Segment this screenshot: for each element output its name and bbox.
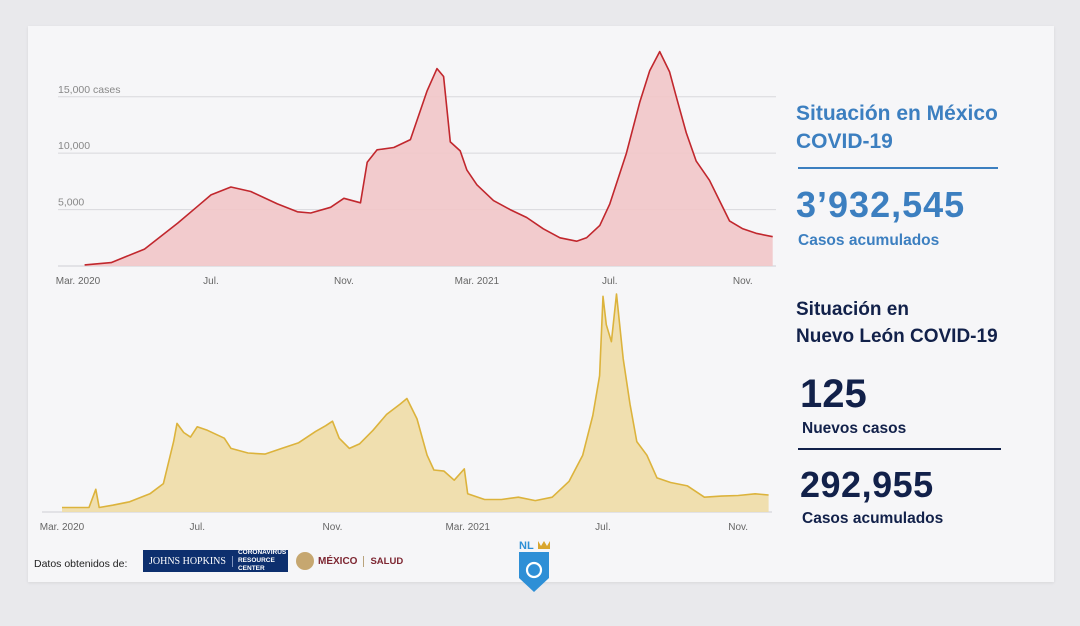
x-tick-label: Jul. (189, 522, 205, 533)
gob-mexico-name: MÉXICO (318, 555, 365, 567)
series-area-1 (62, 294, 769, 512)
y-tick-label: 10,000 (58, 140, 90, 152)
salud-name: SALUD (370, 555, 404, 567)
y-tick-label: 5,000 (58, 197, 84, 209)
mexico-title-line1: Situación en México (796, 102, 998, 125)
nuevo-leon-title-line1: Situación en (796, 299, 909, 320)
nuevo-leon-new-cases: 125 (800, 372, 867, 416)
mexico-section-title: Situación en México COVID-19 (796, 100, 998, 156)
crown-icon (538, 541, 550, 549)
nl-logo-text: NL (519, 540, 534, 552)
mexico-total-cases: 3’932,545 (796, 184, 966, 225)
x-tick-label: Nov. (334, 276, 354, 287)
nuevo-leon-total-label: Casos acumulados (802, 510, 944, 527)
y-tick-label: 15,000 cases (58, 84, 120, 96)
x-tick-label: Nov. (323, 522, 343, 533)
x-tick-label: Nov. (728, 522, 748, 533)
dashboard-card: 5,000 10,000 15,000 cases Mar. 2020 Jul. Nov.… (28, 26, 1054, 592)
series-area-0 (84, 51, 773, 266)
mexico-cases-chart: 5,000 10,000 15,000 cases Mar. 2020 Jul. Nov.… (56, 50, 776, 287)
mexico-seal-icon (296, 552, 314, 570)
series-line-1 (62, 293, 769, 509)
series-line-0 (84, 50, 773, 266)
x-tick-label: Jul. (602, 276, 618, 287)
x-tick-label: Mar. 2020 (40, 522, 85, 533)
gobierno-mexico-salud-logo: MÉXICO SALUD (296, 550, 466, 572)
jhu-center-line2: RESOURCE CENTER (237, 557, 275, 572)
x-tick-label: Jul. (595, 522, 611, 533)
nuevo-leon-new-label: Nuevos casos (802, 420, 907, 437)
nuevo-leon-logo: NL (519, 540, 550, 592)
jhu-center-line1: CORONAVIRUS (237, 549, 287, 556)
shield-icon (519, 552, 549, 592)
x-tick-label: Nov. (733, 276, 753, 287)
x-tick-label: Jul. (203, 276, 219, 287)
mexico-divider (798, 167, 998, 169)
jhu-resource-center: CORONAVIRUS RESOURCE CENTER (233, 549, 288, 573)
nuevo-leon-title-line2: Nuevo León COVID-19 (796, 326, 998, 347)
nuevo-leon-divider (798, 448, 1001, 450)
mexico-total-label: Casos acumulados (798, 232, 940, 249)
johns-hopkins-logo: JOHNS HOPKINS CORONAVIRUS RESOURCE CENTE… (143, 549, 288, 573)
nuevo-leon-section-title: Situación en Nuevo León COVID-19 (796, 296, 998, 350)
x-tick-label: Mar. 2020 (56, 276, 101, 287)
source-label: Datos obtenidos de: (34, 558, 128, 570)
shield-emblem-icon (525, 561, 543, 579)
x-tick-label: Mar. 2021 (445, 522, 490, 533)
x-tick-label: Mar. 2021 (455, 276, 500, 287)
mexico-title-line2: COVID-19 (796, 130, 893, 153)
jhu-name: JOHNS HOPKINS (143, 555, 233, 567)
nuevo-leon-cases-chart: Mar. 2020 Jul. Nov. Mar. 2021 Jul. Nov. (40, 293, 772, 533)
nuevo-leon-total-cases: 292,955 (800, 464, 934, 505)
